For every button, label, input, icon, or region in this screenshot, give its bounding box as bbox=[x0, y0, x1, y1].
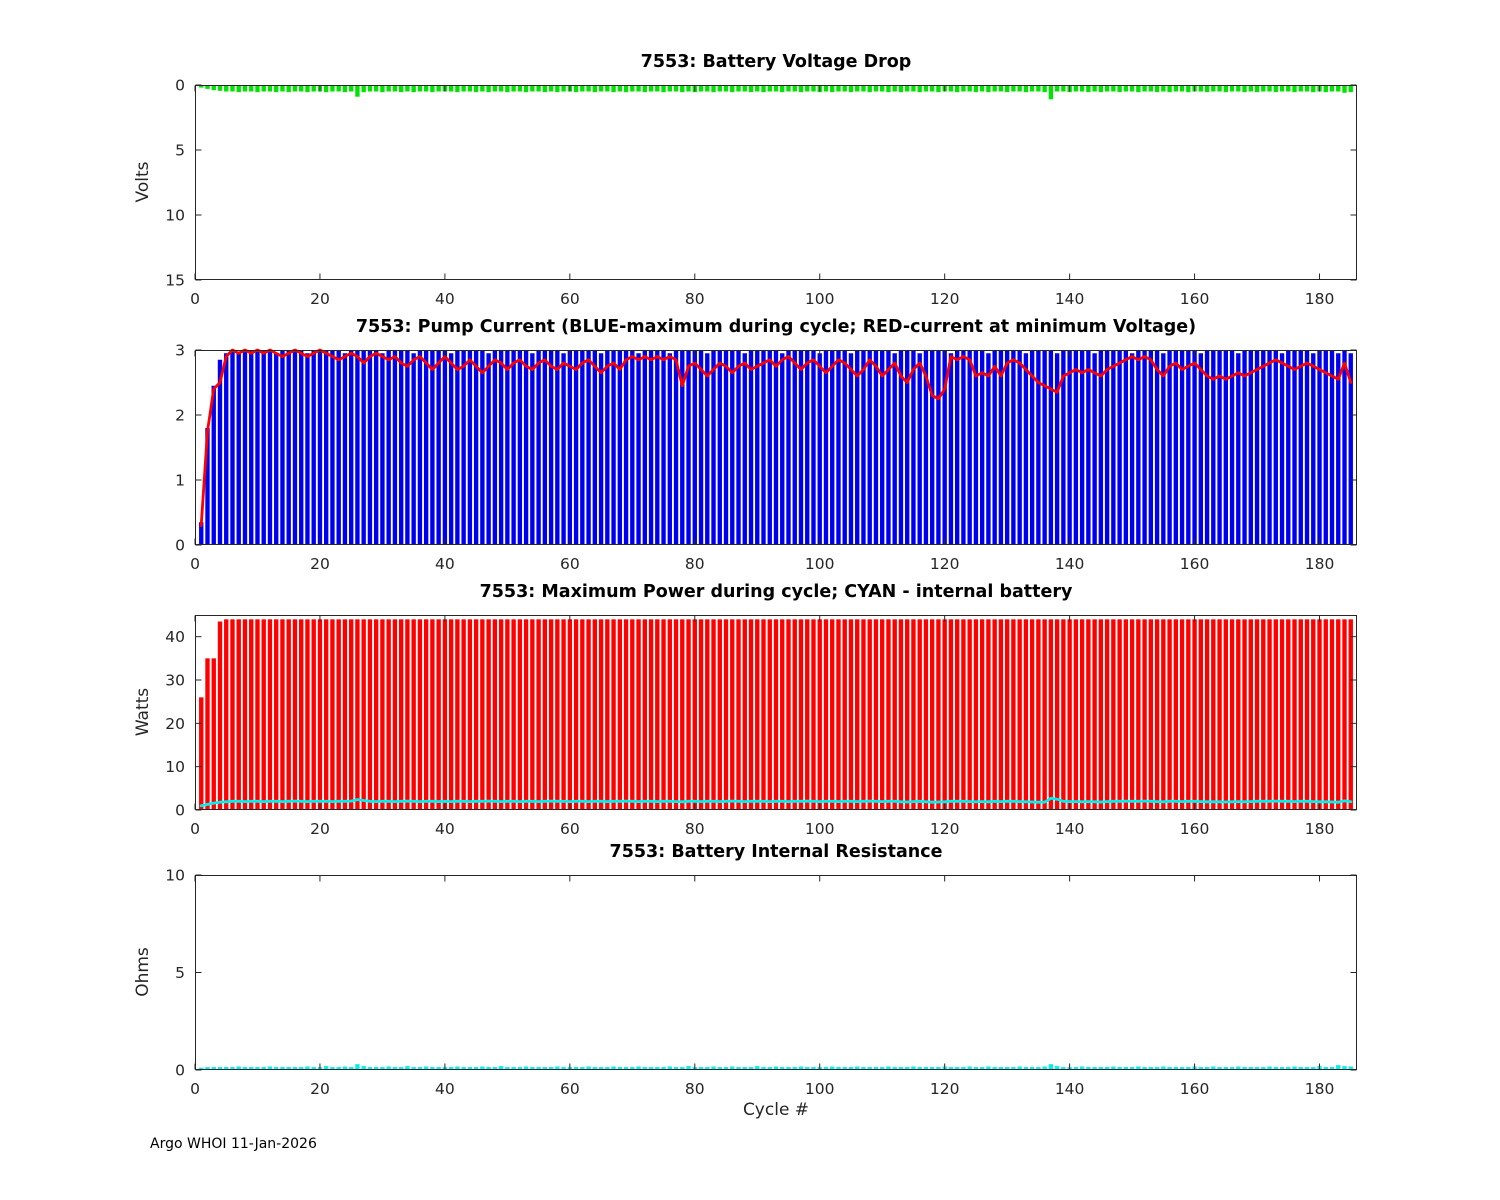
subplot2-plot: 0 20 40 60 80 100 120 140 160 180 0 1 2 3 bbox=[175, 342, 1357, 573]
x-tick-label: 60 bbox=[560, 290, 580, 308]
y-tick-label: 0 bbox=[175, 77, 185, 95]
x-tick-label: 160 bbox=[1180, 555, 1210, 573]
x-tick-label: 0 bbox=[190, 290, 200, 308]
y-tick-label: 1 bbox=[175, 472, 185, 490]
x-tick-label: 20 bbox=[310, 820, 330, 838]
x-tick-label: 60 bbox=[560, 820, 580, 838]
tick-marks bbox=[194, 615, 1357, 811]
x-tick-label: 180 bbox=[1305, 290, 1335, 308]
y-tick-label: 10 bbox=[165, 207, 185, 225]
max-power-bars bbox=[199, 619, 1353, 810]
x-tick-label: 160 bbox=[1180, 1080, 1210, 1098]
x-tick-label: 40 bbox=[435, 290, 455, 308]
x-tick-label: 100 bbox=[805, 555, 835, 573]
current-at-min-voltage-line bbox=[199, 348, 1353, 527]
x-tick-label: 160 bbox=[1180, 290, 1210, 308]
x-tick-label: 180 bbox=[1305, 1080, 1335, 1098]
x-tick-label: 100 bbox=[805, 820, 835, 838]
x-tick-label: 80 bbox=[685, 1080, 705, 1098]
x-tick-label: 0 bbox=[190, 555, 200, 573]
tick-marks bbox=[194, 349, 1357, 546]
internal-resistance-bars bbox=[199, 1064, 1353, 1071]
tick-labels: 0 20 40 60 80 100 120 140 160 180 0 1 2 3 bbox=[175, 342, 1334, 574]
y-tick-label: 5 bbox=[175, 142, 185, 160]
y-tick-label: 0 bbox=[175, 802, 185, 820]
x-tick-label: 40 bbox=[435, 555, 455, 573]
y-tick-label: 40 bbox=[165, 628, 185, 646]
subplot4-title: 7553: Battery Internal Resistance bbox=[609, 842, 943, 862]
x-tick-label: 20 bbox=[310, 1080, 330, 1098]
x-tick-label: 40 bbox=[435, 1080, 455, 1098]
y-tick-label: 15 bbox=[165, 272, 185, 290]
battery-voltage-drop-bars bbox=[199, 85, 1353, 100]
x-tick-label: 120 bbox=[930, 290, 960, 308]
x-tick-label: 140 bbox=[1055, 820, 1085, 838]
x-tick-label: 180 bbox=[1305, 555, 1335, 573]
y-tick-label: 10 bbox=[165, 867, 185, 885]
internal-battery-power-line bbox=[199, 796, 1353, 808]
x-tick-label: 20 bbox=[310, 290, 330, 308]
x-tick-label: 180 bbox=[1305, 820, 1335, 838]
x-tick-label: 0 bbox=[190, 820, 200, 838]
y-tick-label: 20 bbox=[165, 715, 185, 733]
x-tick-label: 160 bbox=[1180, 820, 1210, 838]
tick-labels: 0 20 40 60 80 100 120 140 160 180 0 10 20 30 40 bbox=[165, 628, 1334, 838]
tick-labels: 0 20 40 60 80 100 120 140 160 180 0 5 10 bbox=[165, 867, 1334, 1099]
x-tick-label: 120 bbox=[930, 820, 960, 838]
tick-marks bbox=[194, 84, 1357, 281]
x-tick-label: 120 bbox=[930, 555, 960, 573]
x-tick-label: 80 bbox=[685, 555, 705, 573]
subplot4-ylabel: Ohms bbox=[133, 947, 153, 997]
subplot1-title: 7553: Battery Voltage Drop bbox=[640, 52, 912, 72]
x-tick-label: 40 bbox=[435, 820, 455, 838]
tick-marks bbox=[194, 874, 1357, 1071]
x-tick-label: 140 bbox=[1055, 290, 1085, 308]
y-tick-label: 2 bbox=[175, 407, 185, 425]
y-tick-label: 30 bbox=[165, 672, 185, 690]
subplot1-ylabel: Volts bbox=[133, 161, 153, 203]
x-tick-label: 20 bbox=[310, 555, 330, 573]
x-tick-label: 100 bbox=[805, 290, 835, 308]
y-tick-label: 5 bbox=[175, 964, 185, 982]
x-tick-label: 80 bbox=[685, 820, 705, 838]
y-tick-label: 0 bbox=[175, 1062, 185, 1080]
axes-box bbox=[195, 350, 1357, 545]
axes-box bbox=[195, 615, 1357, 810]
tick-labels: 0 20 40 60 80 100 120 140 160 180 0 5 10 15 bbox=[165, 77, 1334, 309]
x-axis-label: Cycle # bbox=[742, 1100, 810, 1120]
y-tick-label: 0 bbox=[175, 537, 185, 555]
x-tick-label: 120 bbox=[930, 1080, 960, 1098]
subplot4-plot: 0 20 40 60 80 100 120 140 160 180 0 5 10 bbox=[165, 867, 1357, 1098]
axes-box bbox=[195, 85, 1357, 280]
subplot2-title: 7553: Pump Current (BLUE-maximum during … bbox=[355, 317, 1197, 337]
subplot3-ylabel: Watts bbox=[133, 687, 153, 737]
y-tick-label: 10 bbox=[165, 758, 185, 776]
subplot3-plot: 0 20 40 60 80 100 120 140 160 180 0 10 20 30 40 bbox=[165, 615, 1357, 838]
subplot1-plot: 0 20 40 60 80 100 120 140 160 180 0 5 10 15 bbox=[165, 77, 1357, 308]
x-tick-label: 0 bbox=[190, 1080, 200, 1098]
x-tick-label: 60 bbox=[560, 555, 580, 573]
x-tick-label: 60 bbox=[560, 1080, 580, 1098]
x-tick-label: 80 bbox=[685, 290, 705, 308]
x-tick-label: 100 bbox=[805, 1080, 835, 1098]
x-tick-label: 140 bbox=[1055, 555, 1085, 573]
pump-current-max-bars bbox=[199, 350, 1353, 545]
figure-footer: Argo WHOI 11-Jan-2026 bbox=[150, 1136, 317, 1152]
subplot3-title: 7553: Maximum Power during cycle; CYAN -… bbox=[479, 582, 1073, 602]
x-tick-label: 140 bbox=[1055, 1080, 1085, 1098]
y-tick-label: 3 bbox=[175, 342, 185, 360]
axes-box bbox=[195, 875, 1357, 1070]
